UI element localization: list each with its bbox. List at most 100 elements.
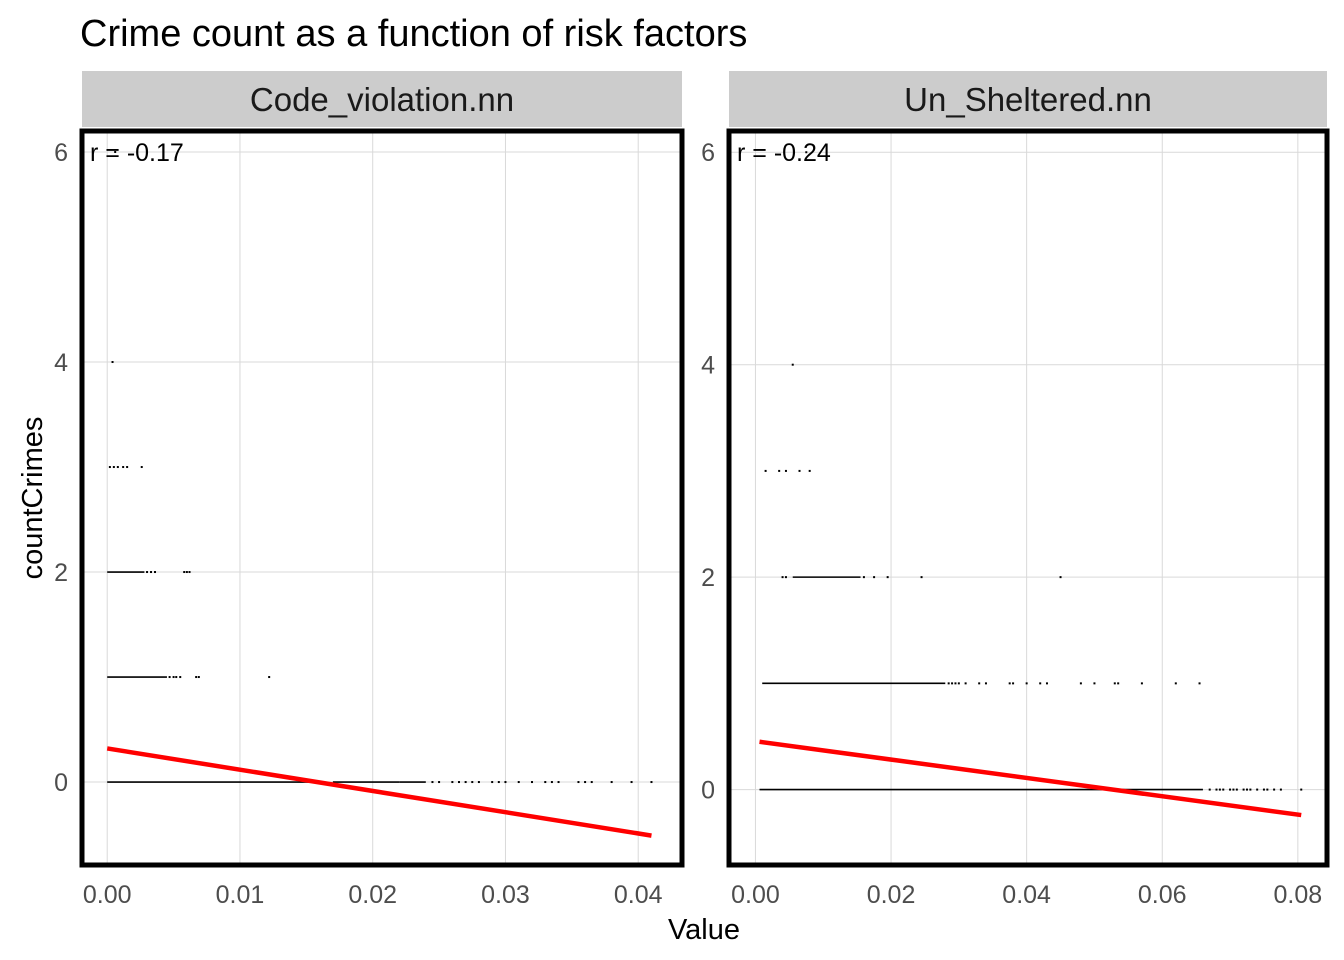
data-point: [517, 781, 520, 784]
data-point: [477, 781, 480, 784]
data-point: [179, 676, 182, 679]
data-point: [111, 361, 114, 364]
data-point: [140, 466, 143, 469]
data-point: [984, 682, 987, 685]
data-point: [1256, 788, 1259, 791]
panels-layer: Code_violation.nn 0 2 4 6 0.00 0.01 0.02 0.03 0.0…: [54, 71, 1330, 909]
data-point: [531, 781, 533, 784]
data-point: [1008, 682, 1011, 685]
x-axis-title: Value: [668, 914, 740, 946]
data-point: [1300, 788, 1303, 791]
panel-border: [79, 128, 685, 868]
data-point: [610, 781, 613, 784]
data-point: [964, 682, 967, 685]
regression-line: [759, 739, 1302, 818]
data-point: [126, 466, 129, 469]
data-point: [1245, 788, 1248, 791]
data-point: [1174, 682, 1177, 685]
data-point: [1140, 682, 1143, 685]
regression-line: [106, 746, 652, 838]
data-point: [584, 781, 587, 784]
data-point: [451, 781, 454, 784]
x-tick-label: 0.00: [83, 881, 132, 909]
data-point: [1093, 682, 1096, 685]
data-point: [764, 469, 767, 472]
data-point: [497, 781, 500, 784]
data-point: [471, 781, 474, 784]
data-point: [1208, 788, 1211, 791]
data-point: [114, 151, 117, 154]
y-tick-label: 6: [54, 139, 68, 167]
correlation-annotation: r = -0.24: [737, 139, 831, 167]
y-tick-label: 6: [701, 139, 715, 167]
x-tick-label: 0.02: [867, 881, 916, 909]
data-point: [630, 781, 633, 784]
data-point: [1045, 682, 1048, 685]
panel-border: [726, 128, 1330, 868]
data-point: [1249, 788, 1252, 791]
data-point: [116, 466, 119, 469]
facet-strip-label: Un_Sheltered.nn: [904, 81, 1152, 118]
x-tick-label: 0.04: [1002, 881, 1051, 909]
chart-title: Crime count as a function of risk factor…: [80, 13, 747, 55]
data-point: [491, 781, 494, 784]
data-point: [544, 781, 547, 784]
data-point: [791, 363, 794, 366]
data-point: [1279, 788, 1282, 791]
data-point: [112, 466, 115, 469]
facet-strip: [82, 71, 682, 127]
data-point: [781, 576, 784, 579]
data-point: [108, 466, 111, 469]
data-point: [947, 682, 950, 685]
data-point: [154, 571, 157, 574]
data-point: [457, 781, 460, 784]
data-point: [951, 682, 954, 685]
data-point: [920, 576, 923, 579]
data-point: [1059, 576, 1062, 579]
data-point: [1262, 788, 1265, 791]
x-tick-label: 0.03: [481, 881, 530, 909]
data-point: [1079, 682, 1082, 685]
x-tick-label: 0.04: [614, 881, 663, 909]
data-point: [122, 466, 125, 469]
data-point: [1232, 788, 1235, 791]
data-point: [438, 781, 441, 784]
data-point: [1229, 788, 1232, 791]
data-point: [150, 571, 153, 574]
data-point: [1235, 788, 1238, 791]
y-axis-title: countCrimes: [17, 417, 49, 580]
data-point: [954, 682, 957, 685]
data-point: [175, 676, 178, 679]
data-point: [778, 469, 781, 472]
data-point: [195, 676, 198, 679]
data-point: [808, 469, 811, 472]
data-point: [1273, 788, 1276, 791]
data-point: [197, 676, 200, 679]
data-point: [784, 576, 787, 579]
y-tick-label: 2: [54, 559, 68, 587]
y-tick-label: 4: [54, 349, 68, 377]
points-group: [759, 151, 1303, 791]
y-tick-label: 0: [54, 769, 68, 797]
panel-2: Un_Sheltered.nn 0 2 4 6 0.00 0.02 0.04 0.06 0.08 r…: [701, 71, 1330, 909]
data-point: [183, 571, 186, 574]
y-tick-label: 2: [701, 564, 715, 592]
x-tick-label: 0.01: [216, 881, 265, 909]
y-tick-label: 0: [701, 777, 715, 805]
data-point: [650, 781, 653, 784]
data-point: [1198, 682, 1201, 685]
panel-1: Code_violation.nn 0 2 4 6 0.00 0.01 0.02 0.03 0.0…: [54, 71, 685, 909]
data-point: [504, 781, 507, 784]
data-point: [146, 571, 149, 574]
data-point: [978, 682, 981, 685]
data-point: [1215, 788, 1218, 791]
data-point: [1222, 788, 1225, 791]
data-point: [805, 151, 808, 154]
data-point: [464, 781, 467, 784]
data-point: [1039, 682, 1042, 685]
data-point: [784, 469, 787, 472]
facet-strip: [729, 71, 1327, 127]
y-tick-label: 4: [701, 352, 715, 380]
points-group: [107, 151, 653, 784]
x-tick-label: 0.08: [1274, 881, 1323, 909]
